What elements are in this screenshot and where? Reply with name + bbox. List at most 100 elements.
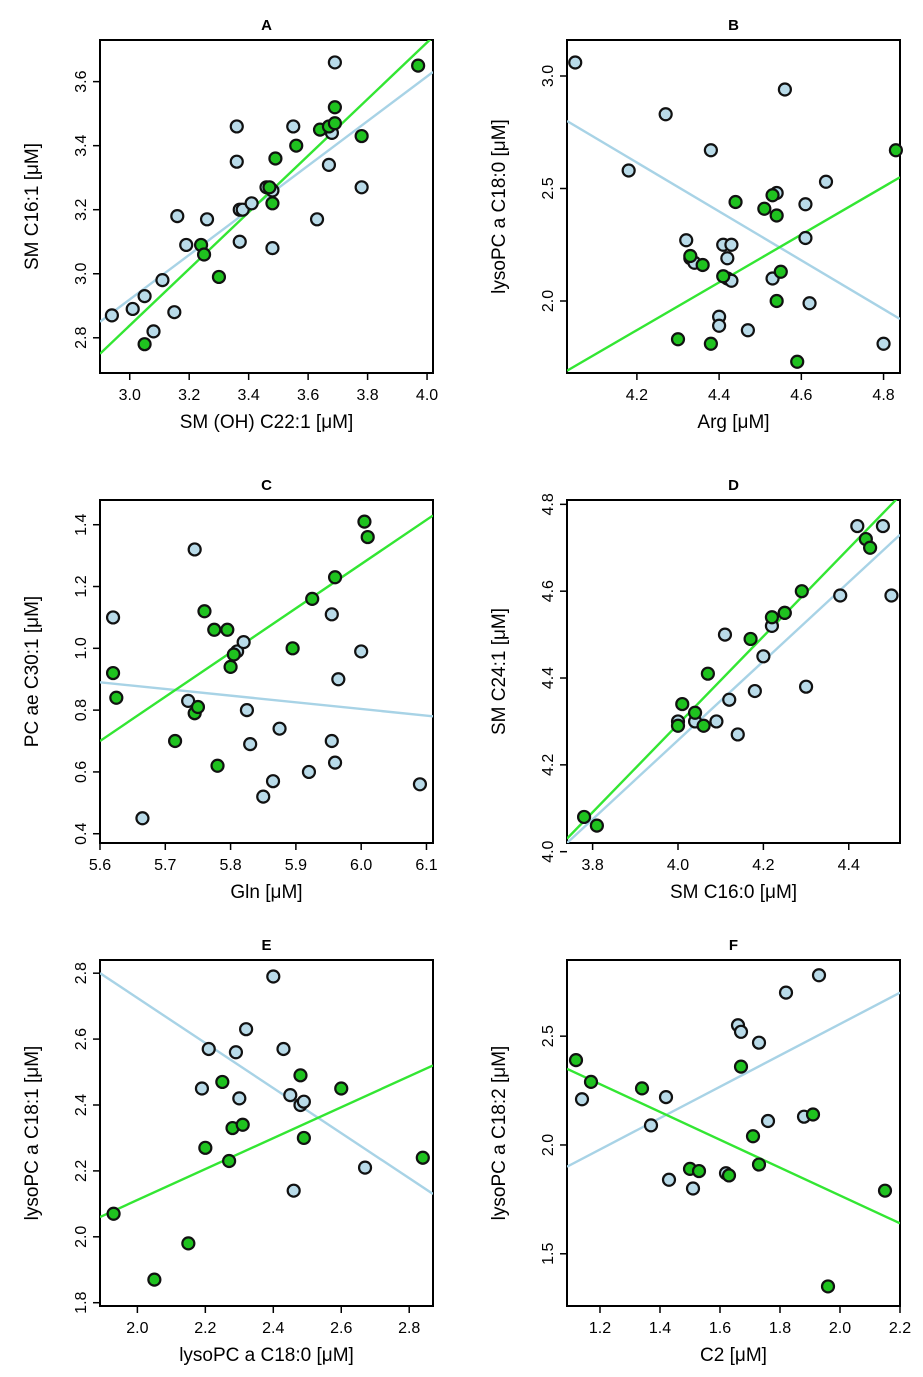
- y-tick-label: 4.8: [540, 493, 557, 515]
- y-tick-label: 2.0: [540, 290, 557, 312]
- y-tick-label: 1.0: [73, 637, 90, 659]
- x-axis-label: Gln [μM]: [230, 882, 302, 903]
- green-point: [211, 269, 227, 285]
- y-tick-label: 1.8: [73, 1291, 90, 1313]
- blue-point: [740, 323, 755, 338]
- x-tick-label: 5.8: [219, 857, 241, 874]
- green-point: [733, 1059, 749, 1074]
- x-tick-label: 4.4: [708, 387, 730, 404]
- green-point: [670, 332, 686, 347]
- panel-title: D: [728, 477, 739, 494]
- blue-point: [724, 237, 739, 252]
- blue-point: [658, 107, 673, 122]
- plot-frame: [99, 39, 434, 374]
- green-point: [745, 1129, 761, 1144]
- y-axis-label: lysoPC a C18:1 [μM]: [22, 1046, 43, 1221]
- blue-point: [733, 1024, 749, 1039]
- x-tick-label: 2.2: [889, 1320, 911, 1337]
- y-axis-label: PC ae C30:1 [μM]: [22, 596, 43, 747]
- x-tick-label: 5.6: [89, 857, 111, 874]
- green-point: [589, 818, 604, 833]
- green-point: [415, 1150, 430, 1165]
- plot-frame: [566, 499, 901, 844]
- green-point: [268, 151, 283, 166]
- plot-frame: [566, 959, 901, 1307]
- blue-point: [239, 1022, 254, 1037]
- green-point: [634, 1081, 650, 1096]
- blue-point: [760, 1113, 776, 1129]
- green-point: [751, 1157, 767, 1172]
- fit-lines: [100, 40, 433, 355]
- blue-point: [244, 196, 259, 211]
- panel-F: F 1.2 1.4 1.6 1.8 2.0 2.2 1.5 2.0 2.5 C2 [μM] lysoP…: [489, 937, 911, 1366]
- blue-point: [354, 180, 369, 195]
- x-tick-label: 4.8: [872, 387, 894, 404]
- blue-fit-line: [567, 991, 900, 1168]
- green-point: [820, 1279, 836, 1294]
- blue-point: [286, 119, 301, 134]
- plot-frame: [566, 39, 901, 374]
- x-axis-label: Arg [μM]: [697, 412, 769, 433]
- green-point: [226, 647, 241, 662]
- x-tick-label: 3.2: [178, 387, 200, 404]
- green-fit-line: [100, 40, 432, 355]
- x-axis-label: SM (OH) C22:1 [μM]: [180, 412, 354, 433]
- green-point: [757, 201, 772, 216]
- blue-point: [232, 1091, 247, 1106]
- panel-A: A 3.0 3.2 3.4 3.6 3.8 4.0 2.8 3.0 3.2 3.4 3.6 SM (OH…: [22, 17, 438, 433]
- x-tick-label: 2.0: [126, 1320, 148, 1337]
- green-point: [695, 257, 710, 273]
- panel-E: E 2.0 2.2 2.4 2.6 2.8 1.8 2.0 2.2 2.4 2.6 2.8 lysoPC…: [22, 937, 434, 1366]
- x-tick-label: 2.8: [398, 1320, 420, 1337]
- blue-point: [798, 197, 813, 212]
- blue-fit-line: [567, 533, 900, 843]
- y-tick-label: 2.0: [540, 1134, 557, 1156]
- green-point: [790, 354, 805, 369]
- green-point: [147, 1272, 162, 1287]
- blue-point: [146, 324, 161, 339]
- green-point: [805, 1107, 821, 1122]
- blue-point: [850, 518, 865, 534]
- green-fit-line: [567, 1067, 900, 1225]
- blue-point: [179, 237, 194, 253]
- green-point: [327, 570, 343, 585]
- blue-point: [181, 693, 196, 708]
- fit-lines: [100, 514, 433, 743]
- panel-title: E: [261, 937, 271, 954]
- green-point: [220, 622, 235, 637]
- blue-point: [229, 154, 244, 169]
- blue-point: [875, 518, 891, 534]
- blue-point: [229, 119, 244, 134]
- panel-C: C 5.6 5.7 5.8 5.9 6.0 6.1 0.4 0.6 0.8 1.0 1.2 1.4 Gln…: [22, 477, 438, 903]
- green-point: [721, 1168, 737, 1183]
- green-point: [181, 1236, 196, 1251]
- green-point: [109, 690, 124, 705]
- blue-point: [643, 1118, 659, 1133]
- x-tick-label: 4.2: [626, 387, 648, 404]
- blue-point: [722, 692, 737, 707]
- blue-point: [301, 764, 317, 780]
- green-point: [670, 718, 686, 733]
- blue-point: [199, 212, 215, 227]
- green-point: [769, 293, 784, 309]
- blue-point: [201, 1041, 216, 1057]
- y-tick-label: 1.2: [73, 575, 90, 597]
- green-point: [700, 666, 715, 681]
- green-point: [777, 605, 792, 620]
- green-point: [354, 128, 369, 144]
- y-tick-label: 2.8: [73, 327, 90, 349]
- blue-point: [327, 755, 343, 770]
- blue-point: [232, 234, 247, 249]
- blue-point: [187, 542, 202, 557]
- green-fit-line: [100, 1064, 433, 1219]
- panel-B: B 4.2 4.4 4.6 4.8 2.0 2.5 3.0 Arg [μM] lysoPC a C…: [489, 17, 903, 433]
- blue-point: [266, 969, 281, 984]
- blue-point: [167, 305, 182, 320]
- fit-lines: [100, 972, 433, 1219]
- green-point: [210, 758, 225, 773]
- x-tick-label: 3.8: [356, 387, 378, 404]
- blue-point: [412, 777, 428, 792]
- y-axis-label: SM C24:1 [μM]: [489, 608, 510, 735]
- green-point: [360, 529, 375, 545]
- panel-title: C: [261, 477, 272, 494]
